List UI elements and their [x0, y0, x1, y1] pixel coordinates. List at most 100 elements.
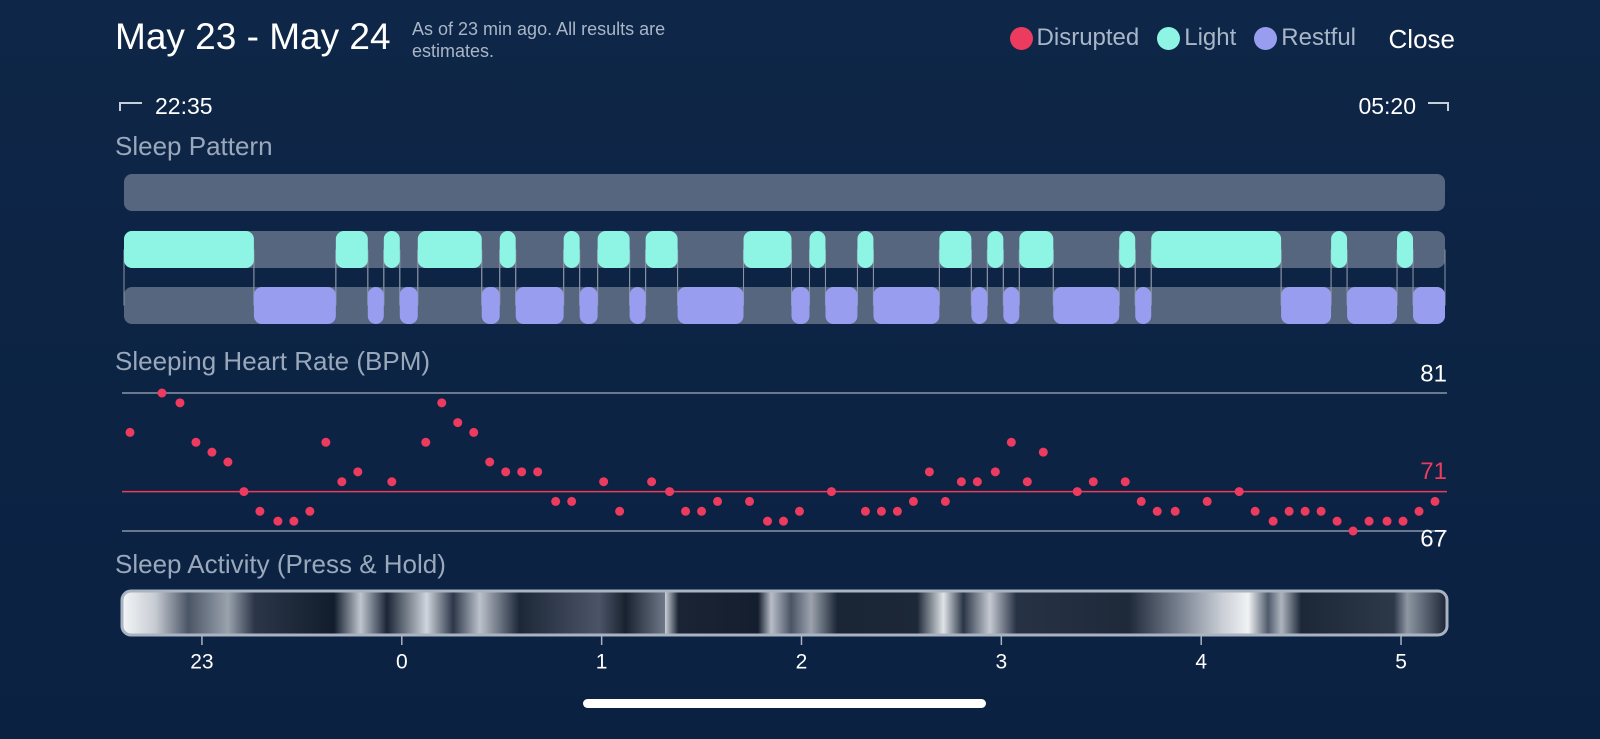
stage-segment: [1397, 231, 1414, 268]
x-tick-label: 4: [1195, 651, 1207, 674]
heart-rate-dot: [794, 506, 804, 516]
heart-rate-dot: [453, 418, 463, 428]
heart-rate-dot: [763, 516, 773, 526]
track: [124, 174, 1445, 211]
x-tick-label: 23: [190, 651, 213, 674]
stage-segment: [1053, 287, 1120, 324]
heart-rate-dot: [1414, 506, 1424, 516]
stage-segment: [971, 287, 988, 324]
heart-rate-dot: [421, 437, 431, 447]
section-title: Sleeping Heart Rate (BPM): [115, 346, 430, 376]
heart-rate-dot: [1136, 496, 1146, 506]
heart-rate-dot: [125, 427, 135, 437]
stage-segment: [481, 287, 500, 324]
stage-segment: [1347, 287, 1398, 324]
stage-segment: [629, 287, 646, 324]
x-tick-label: 3: [995, 651, 1007, 674]
heart-rate-dot: [191, 437, 201, 447]
stage-segment: [677, 287, 744, 324]
stage-segment: [1019, 231, 1054, 268]
stage-segment: [809, 231, 826, 268]
heart-rate-dot: [1038, 447, 1048, 457]
y-tick-label: 67: [1420, 525, 1447, 552]
heart-rate-dot: [665, 487, 675, 497]
heart-rate-dot: [223, 457, 233, 467]
heart-rate-dot: [1332, 516, 1342, 526]
heart-rate-dot: [860, 506, 870, 516]
heart-rate-dot: [1088, 477, 1098, 487]
heart-rate-dot: [908, 496, 918, 506]
heart-rate-dot: [990, 467, 1000, 477]
home-indicator: [583, 699, 986, 708]
heart-rate-dot: [1364, 516, 1374, 526]
close-button[interactable]: Close: [1388, 24, 1455, 54]
stage-segment: [499, 231, 516, 268]
heart-rate-dot: [1268, 516, 1278, 526]
heart-rate-dot: [469, 427, 479, 437]
legend-swatch: [1254, 26, 1278, 50]
stage-segment: [253, 287, 336, 324]
stage-segment: [857, 231, 874, 268]
heart-rate-dot: [956, 477, 966, 487]
stage-segment: [367, 287, 384, 324]
stage-segment: [1119, 231, 1136, 268]
heart-rate-dot: [1170, 506, 1180, 516]
heart-rate-dot: [1382, 516, 1392, 526]
heart-rate-dot: [337, 477, 347, 487]
stage-segment: [1151, 231, 1282, 268]
stage-segment: [124, 231, 254, 268]
y-tick-label: 81: [1420, 360, 1447, 387]
heart-rate-dot: [940, 496, 950, 506]
stage-segment: [579, 287, 598, 324]
heart-rate-dot: [1152, 506, 1162, 516]
heart-rate-dot: [1022, 477, 1032, 487]
legend-swatch: [1157, 26, 1181, 50]
heart-rate-dot: [533, 467, 543, 477]
stage-segment: [597, 231, 630, 268]
heart-rate-dot: [1072, 487, 1082, 497]
heart-rate-dot: [1234, 487, 1244, 497]
heart-rate-dot: [157, 388, 167, 398]
section-title: Sleep Pattern: [115, 131, 273, 161]
heart-rate-dot: [1348, 526, 1358, 536]
stage-segment: [417, 231, 482, 268]
heart-rate-dot: [779, 516, 789, 526]
range-bracket: [119, 102, 142, 111]
heart-rate-dot: [972, 477, 982, 487]
stage-segment: [873, 287, 940, 324]
heart-rate-dot: [892, 506, 902, 516]
stage-segment: [1413, 287, 1445, 324]
stage-segment: [1281, 287, 1332, 324]
stage-segment: [645, 231, 678, 268]
heart-rate-dot: [615, 506, 625, 516]
stage-segment: [515, 287, 564, 324]
heart-rate-dot: [517, 467, 527, 477]
legend-swatch: [1009, 26, 1033, 50]
section-title: Sleep Activity (Press & Hold): [115, 549, 446, 579]
stage-segment: [987, 231, 1004, 268]
heart-rate-dot: [1316, 506, 1326, 516]
heart-rate-dot: [239, 487, 249, 497]
stage-segment: [743, 231, 792, 268]
stage-segment: [1003, 287, 1020, 324]
stage-segment: [791, 287, 810, 324]
legend-label: Light: [1184, 24, 1237, 51]
stage-segment: [399, 287, 418, 324]
stage-segment: [383, 231, 400, 268]
start-time: 22:35: [155, 93, 213, 119]
end-time: 05:20: [1358, 93, 1416, 119]
stage-segment: [563, 231, 580, 268]
heart-rate-dot: [647, 477, 657, 487]
subtitle: As of 23 min ago. All results are estima…: [412, 19, 666, 61]
activity-bar[interactable]: [120, 589, 1449, 637]
heart-rate-dot: [305, 506, 315, 516]
heart-rate-dot: [1300, 506, 1310, 516]
heart-rate-dot: [1202, 496, 1212, 506]
heart-rate-dot: [1006, 437, 1016, 447]
title: May 23 - May 24: [115, 16, 391, 57]
stage-segment: [1135, 287, 1152, 324]
legend: Disrupted Light Restful: [1009, 24, 1356, 52]
heart-rate-dot: [273, 516, 283, 526]
